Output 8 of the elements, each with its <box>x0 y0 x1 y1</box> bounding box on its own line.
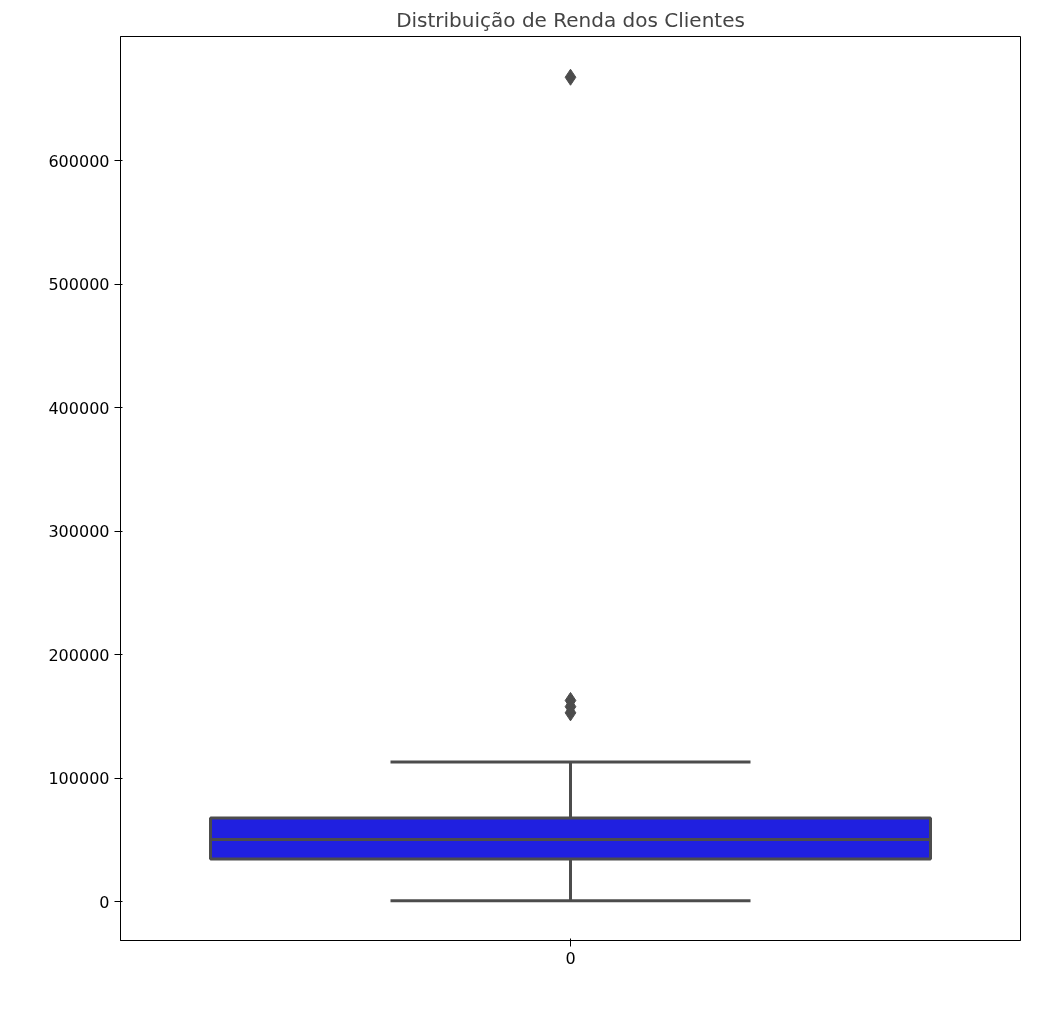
y-tick-label: 600000 <box>48 151 110 171</box>
y-tick-label: 0 <box>99 892 110 912</box>
y-tick-label: 300000 <box>48 522 110 542</box>
y-tick-label: 200000 <box>48 645 110 665</box>
y-tick-label: 100000 <box>48 769 110 789</box>
y-tick-label: 400000 <box>48 398 110 418</box>
y-tick-label: 500000 <box>48 275 110 295</box>
chart-title: Distribuição de Renda dos Clientes <box>396 7 745 32</box>
